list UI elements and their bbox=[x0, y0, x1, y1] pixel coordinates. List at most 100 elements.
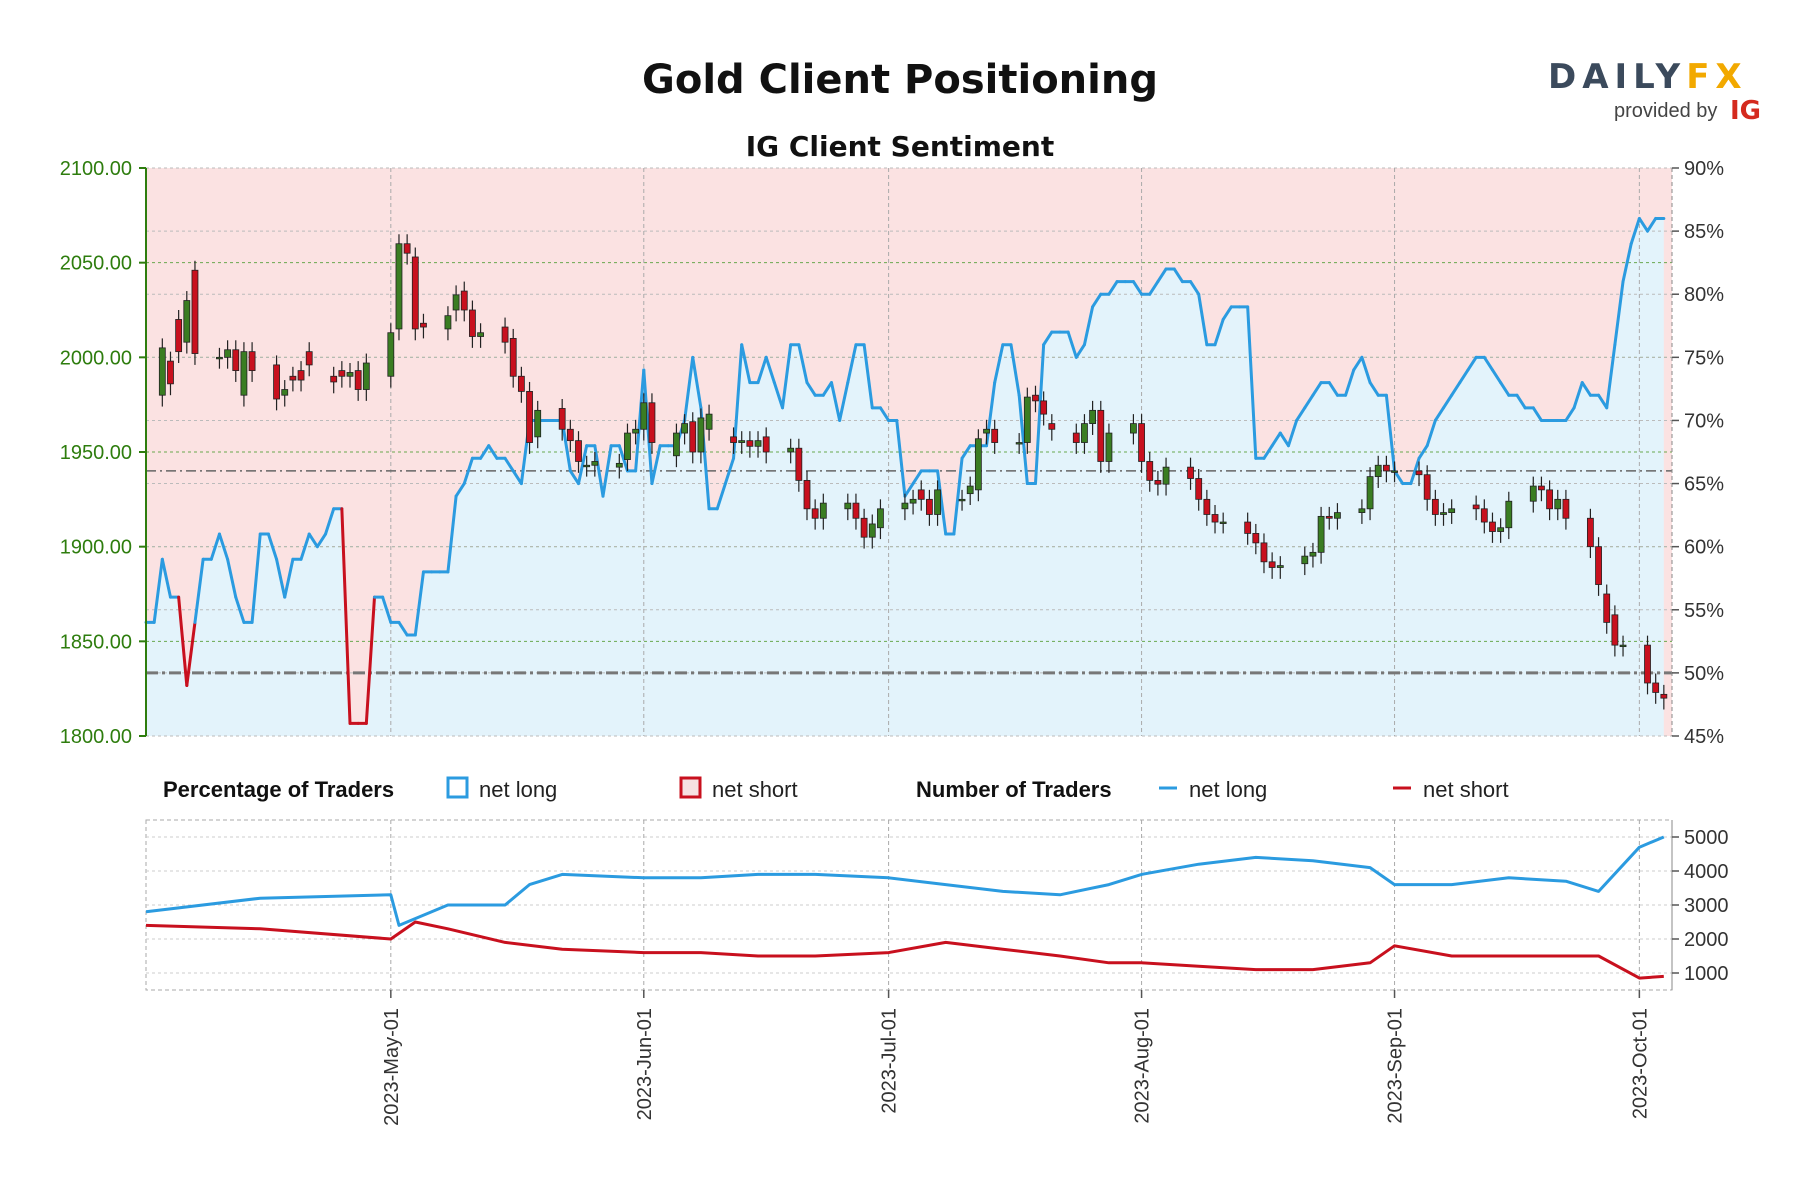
candle-body bbox=[167, 360, 174, 385]
net-long-segment bbox=[307, 532, 319, 549]
candle-body bbox=[1586, 517, 1594, 548]
price-candle bbox=[991, 419, 999, 454]
net-long-segment bbox=[250, 532, 262, 624]
reference-lines bbox=[144, 216, 1672, 725]
candle-body bbox=[216, 356, 223, 360]
price-candle bbox=[289, 366, 297, 392]
net-long-segment bbox=[1360, 355, 1372, 385]
net-long-segment bbox=[234, 595, 246, 624]
candle-body bbox=[844, 502, 852, 510]
net-long-segment bbox=[1605, 343, 1617, 410]
net-long-segment bbox=[993, 343, 1005, 385]
price-candle bbox=[509, 328, 517, 388]
price-tick-label: 2100.00 bbox=[60, 158, 132, 180]
candle-body bbox=[1497, 527, 1505, 532]
price-candle bbox=[403, 234, 411, 265]
legend-num-short-label: net short bbox=[1423, 777, 1509, 802]
price-candle bbox=[803, 470, 811, 521]
candle-body bbox=[926, 498, 933, 515]
net-long-segment bbox=[838, 381, 850, 422]
net-long-segment bbox=[764, 355, 776, 385]
candle-body bbox=[1440, 512, 1447, 515]
price-candle bbox=[1211, 505, 1219, 534]
candle-body bbox=[1603, 593, 1611, 623]
price-candle bbox=[1448, 499, 1456, 524]
candle-body bbox=[877, 508, 884, 529]
legend: Percentage of Traders net long net short… bbox=[163, 776, 1509, 802]
net-long-segment bbox=[650, 444, 662, 486]
price-candle bbox=[1562, 489, 1570, 530]
price-candle bbox=[1276, 556, 1284, 579]
candle-body bbox=[1162, 466, 1170, 485]
candle-body bbox=[281, 389, 289, 396]
net-long-segment bbox=[1270, 431, 1282, 448]
price-candle bbox=[1048, 414, 1056, 441]
net-long-segment bbox=[911, 469, 923, 486]
candle-body bbox=[1219, 521, 1227, 524]
price-candle bbox=[469, 300, 476, 348]
candle-body bbox=[460, 290, 468, 311]
net-long-segment bbox=[1384, 393, 1397, 473]
net-long-segment bbox=[1295, 406, 1307, 422]
candle-body bbox=[1048, 423, 1056, 430]
net-long-segment bbox=[503, 456, 515, 473]
price-candle bbox=[1334, 503, 1341, 530]
net-long-segment bbox=[1017, 393, 1029, 486]
net-long-segment bbox=[642, 368, 654, 486]
price-candle bbox=[477, 323, 484, 348]
net-long-segment bbox=[266, 532, 279, 561]
price-candle bbox=[1187, 457, 1194, 490]
candle-body bbox=[860, 517, 868, 538]
candle-body bbox=[248, 351, 256, 371]
percent-tick-label: 70% bbox=[1684, 410, 1724, 432]
candle-body bbox=[191, 269, 199, 354]
legend-pct-short-swatch bbox=[679, 776, 702, 799]
candle-body bbox=[558, 408, 566, 430]
price-candle bbox=[1154, 470, 1162, 496]
candle-body bbox=[1015, 442, 1023, 445]
candle-body bbox=[534, 409, 542, 438]
candle-body bbox=[1187, 466, 1194, 479]
candle-body bbox=[158, 347, 166, 396]
net-long-segment bbox=[985, 381, 997, 448]
price-candle bbox=[1023, 387, 1031, 454]
price-candle bbox=[1105, 423, 1113, 473]
price-candle bbox=[1586, 508, 1594, 559]
price-candle bbox=[305, 342, 313, 377]
chart-title: Gold Client Positioning bbox=[642, 57, 1158, 103]
price-candle bbox=[460, 281, 468, 322]
price-candle bbox=[1619, 635, 1627, 657]
price-candle bbox=[1146, 452, 1154, 492]
candle-body bbox=[1562, 498, 1570, 519]
count-tick-label: 3000 bbox=[1684, 895, 1729, 917]
candle-body bbox=[681, 423, 688, 434]
candle-body bbox=[966, 485, 974, 495]
net-long-segment bbox=[1515, 393, 1527, 410]
candle-body bbox=[803, 479, 811, 510]
price-candle bbox=[1366, 467, 1374, 521]
net-long-segment bbox=[781, 343, 793, 410]
percent-axis: 90% 85% 80% 75% 70% 65% 60% 55% 50% 45% bbox=[1671, 158, 1724, 748]
price-candle bbox=[1529, 476, 1537, 513]
candle-body bbox=[224, 349, 232, 358]
candle-body bbox=[1431, 498, 1439, 515]
legend-pct-heading: Percentage of Traders bbox=[163, 777, 394, 802]
candle-body bbox=[452, 294, 460, 311]
percent-tick-label: 65% bbox=[1684, 474, 1724, 496]
price-candle bbox=[1309, 542, 1317, 568]
net-long-segment bbox=[462, 456, 474, 486]
candle-body bbox=[1040, 400, 1048, 415]
price-candle bbox=[1415, 461, 1423, 487]
price-candle bbox=[1089, 400, 1097, 435]
percent-tick-label: 80% bbox=[1684, 284, 1724, 306]
candle-body bbox=[1146, 461, 1154, 481]
candle-body bbox=[1448, 508, 1456, 513]
candle-body bbox=[469, 309, 476, 337]
net-long-segment bbox=[1131, 280, 1144, 296]
candle-body bbox=[346, 372, 354, 377]
price-tick-label: 1900.00 bbox=[60, 537, 132, 559]
price-candle bbox=[1081, 414, 1088, 454]
percent-tick-label: 75% bbox=[1684, 347, 1724, 369]
net-long-segment bbox=[1074, 343, 1086, 359]
net-long-segment bbox=[1613, 280, 1625, 347]
